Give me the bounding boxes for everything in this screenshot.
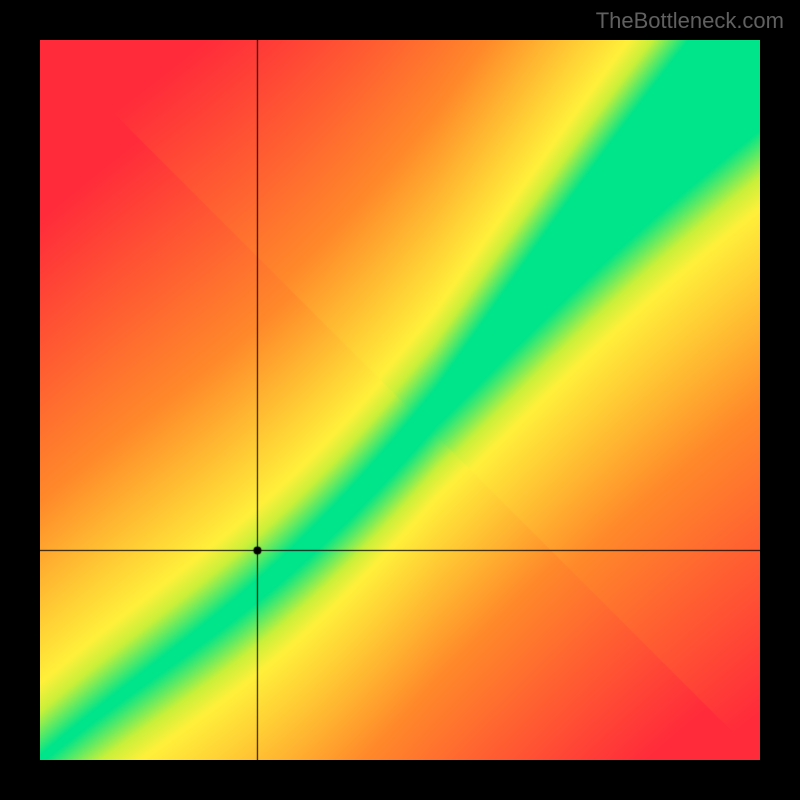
watermark-text: TheBottleneck.com [596,8,784,34]
heatmap-chart [40,40,760,760]
